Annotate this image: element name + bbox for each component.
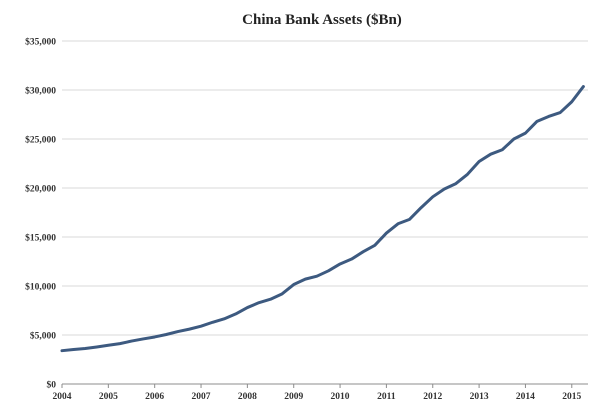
x-tick-label: 2015	[562, 392, 581, 402]
y-tick-label: $15,000	[25, 233, 56, 244]
y-tick-label: $20,000	[25, 184, 56, 195]
y-tick-label: $35,000	[25, 37, 56, 48]
y-tick-labels: $0 $5,000 $10,000 $15,000 $20,000 $25,000 $30,…	[25, 37, 56, 391]
x-tick-label: 2007	[192, 392, 211, 402]
x-tick-labels: 2004 2005 2006 2007 2008 2009 2010 2011 2012 2013…	[53, 392, 582, 402]
y-tick-label: $30,000	[25, 86, 56, 97]
x-tick-label: 2004	[53, 392, 72, 402]
x-tick-label: 2014	[516, 392, 535, 402]
x-tick-label: 2006	[145, 392, 164, 402]
series-lines	[60, 85, 585, 353]
x-tick-label: 2005	[99, 392, 118, 402]
y-tick-label: $5,000	[30, 331, 56, 342]
x-tick-label: 2008	[238, 392, 257, 402]
series-line	[60, 85, 585, 353]
x-tick-label: 2010	[331, 392, 350, 402]
chart-title: China Bank Assets ($Bn)	[242, 12, 402, 28]
x-tick-label: 2013	[470, 392, 489, 402]
y-tick-label: $25,000	[25, 135, 56, 146]
y-tick-label: $0	[47, 380, 57, 391]
grid-lines	[62, 40, 588, 336]
x-tick-label: 2011	[377, 392, 396, 402]
y-tick-label: $10,000	[25, 282, 56, 293]
x-tick-label: 2012	[423, 392, 442, 402]
x-tick-label: 2009	[284, 392, 303, 402]
axes	[61, 383, 588, 388]
